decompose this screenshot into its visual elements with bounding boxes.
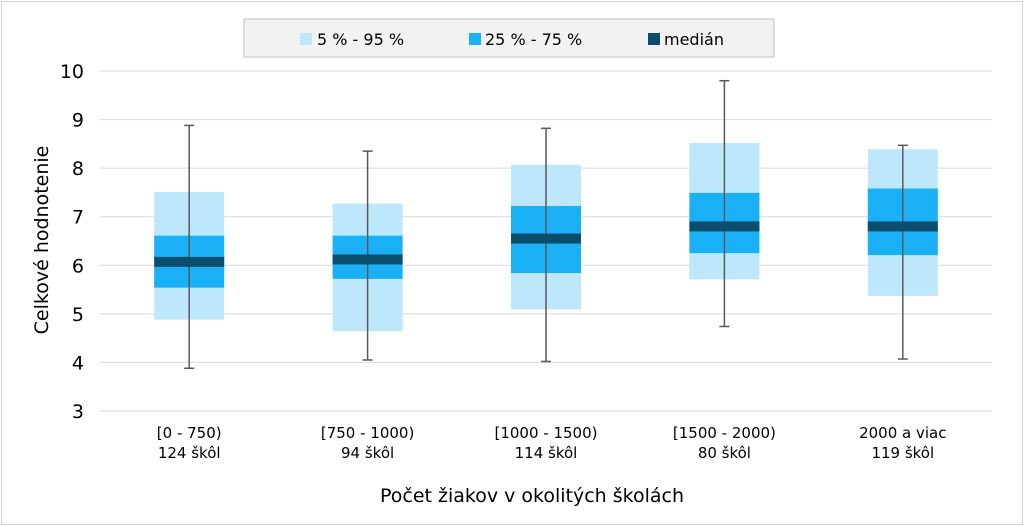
- whiskers: [184, 79, 908, 370]
- legend: 5 % - 95 % 25 % - 75 % medián: [243, 18, 775, 58]
- x-tick-label-0: [0 - 750): [157, 424, 222, 442]
- x-tick-label-3: [1500 - 2000): [673, 424, 776, 442]
- median-bar-3: [689, 221, 760, 232]
- x-tick-label-1: [750 - 1000): [321, 424, 414, 442]
- legend-label-inner: 25 % - 75 %: [485, 30, 582, 49]
- x-tick-count-4: 119 škôl: [871, 444, 934, 462]
- y-tick-label-3: 3: [72, 401, 84, 423]
- legend-label-outer: 5 % - 95 %: [317, 30, 404, 49]
- median-bar-2: [511, 233, 581, 244]
- y-tick-label-9: 9: [72, 110, 84, 132]
- median-bars: [154, 221, 938, 267]
- x-tick-label-4: 2000 a viac: [859, 424, 946, 442]
- median-bar-4: [867, 221, 938, 232]
- y-axis-ticks: 3 4 5 6 7 8 9 10: [60, 61, 84, 423]
- y-tick-label-7: 7: [72, 207, 84, 229]
- median-bar-0: [154, 256, 225, 267]
- legend-background: [243, 18, 775, 58]
- legend-label-median: medián: [664, 30, 724, 49]
- x-axis-ticks: [0 - 750) 124 škôl [750 - 1000) 94 škôl [100…: [157, 424, 947, 462]
- x-tick-label-2: [1000 - 1500): [494, 424, 597, 442]
- y-tick-label-10: 10: [60, 61, 84, 83]
- y-tick-label-5: 5: [72, 304, 84, 326]
- legend-swatch-inner: [469, 33, 481, 45]
- y-tick-label-6: 6: [72, 255, 84, 277]
- x-tick-count-3: 80 škôl: [698, 444, 751, 462]
- y-tick-label-8: 8: [72, 158, 84, 180]
- x-tick-count-2: 114 škôl: [515, 444, 578, 462]
- legend-swatch-outer: [300, 33, 312, 45]
- y-tick-label-4: 4: [72, 352, 84, 374]
- x-tick-count-0: 124 škôl: [158, 444, 221, 462]
- legend-swatch-median: [648, 33, 660, 45]
- x-axis-title: Počet žiakov v okolitých školách: [380, 485, 684, 507]
- x-tick-count-1: 94 škôl: [341, 444, 394, 462]
- y-axis-title: Celkové hodnotenie: [31, 146, 53, 335]
- median-bar-1: [332, 254, 403, 265]
